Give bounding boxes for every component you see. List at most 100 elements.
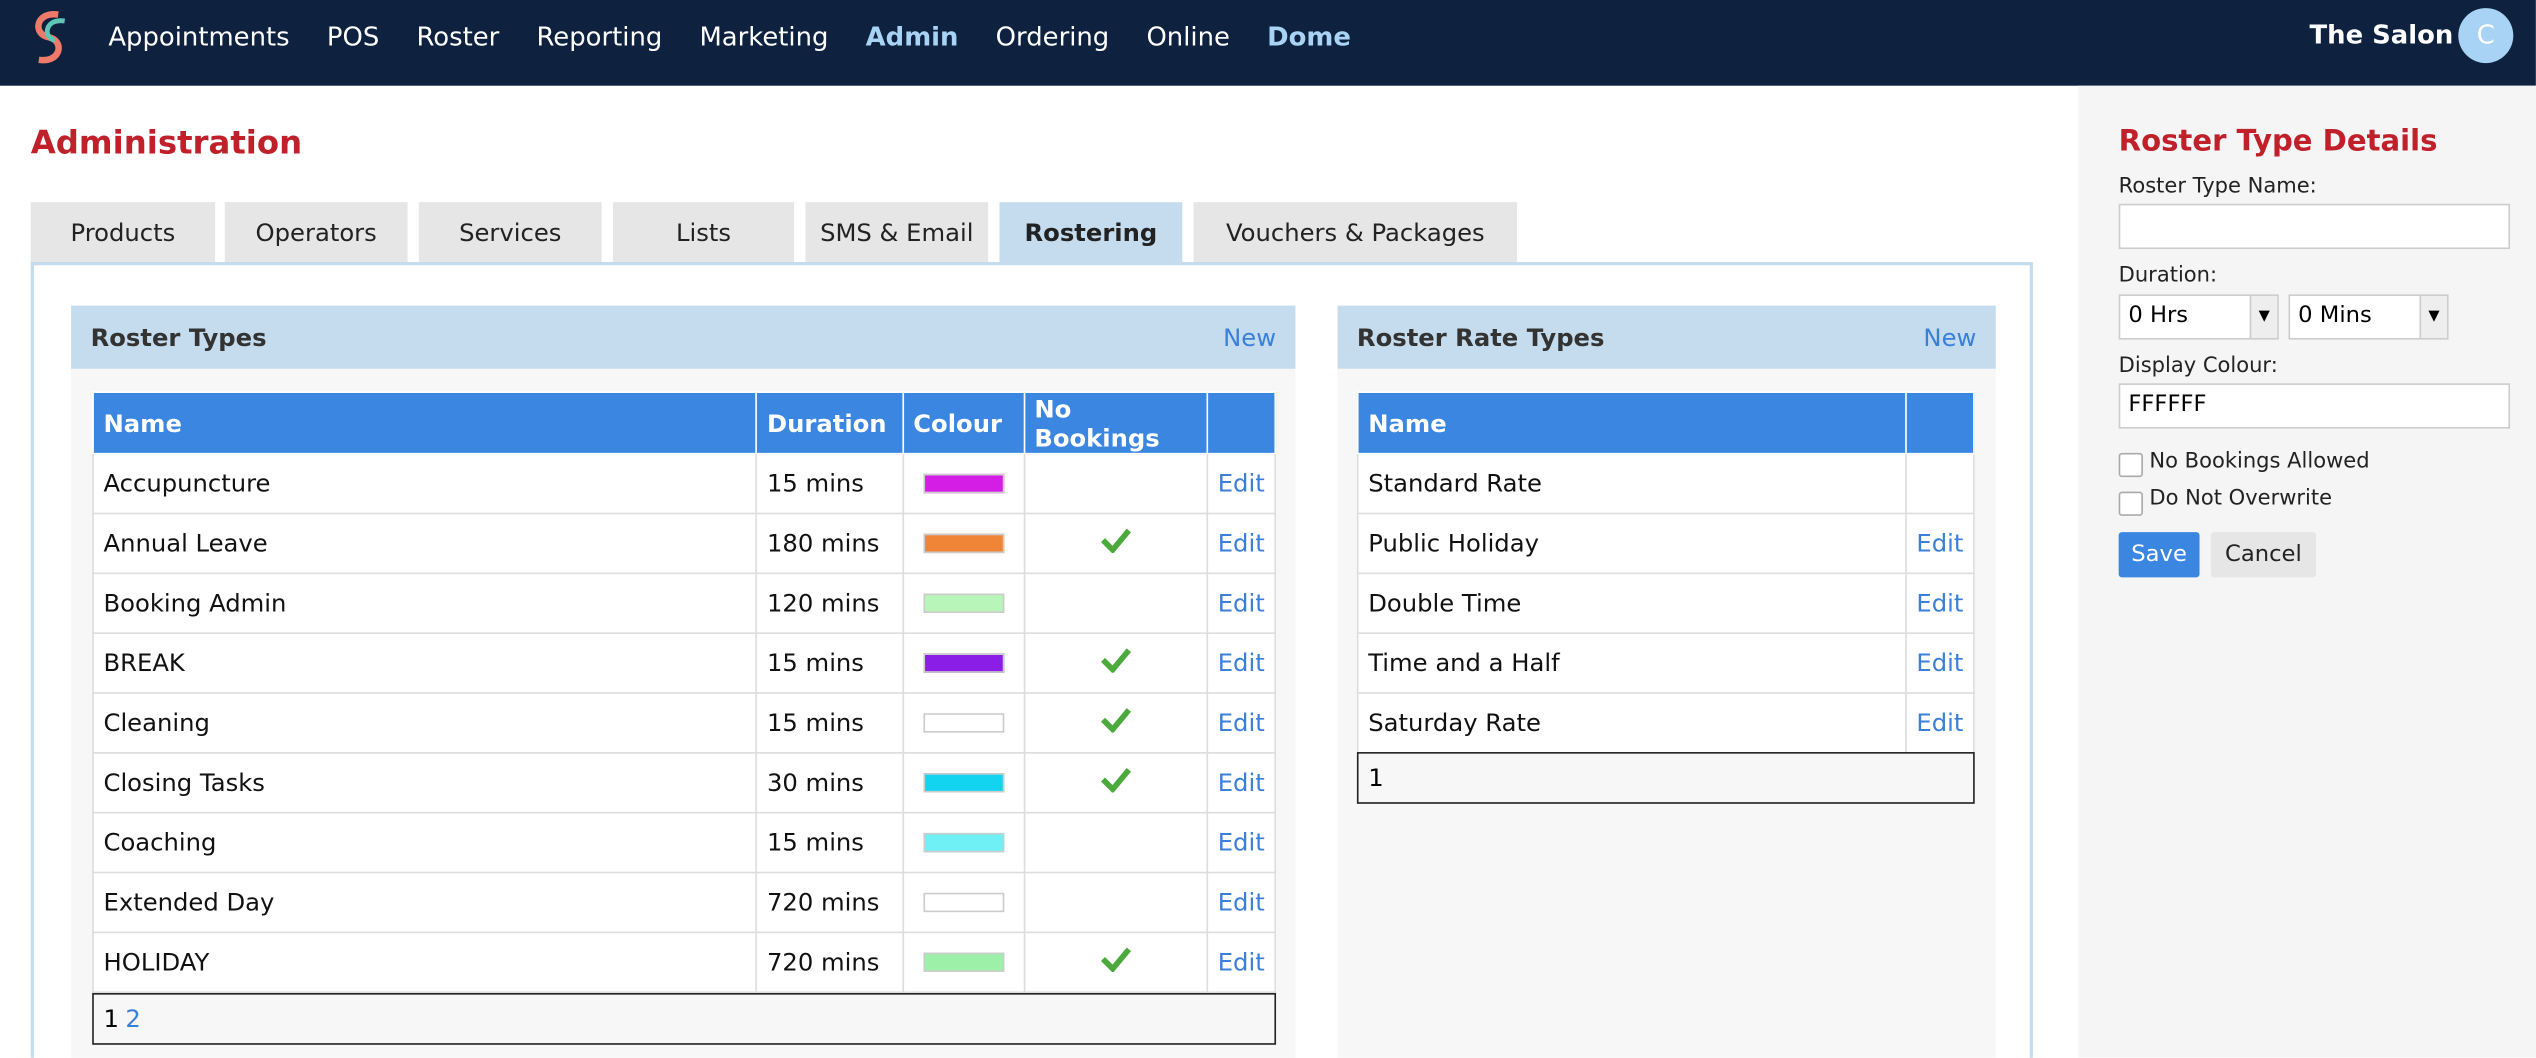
name-cell: Coaching xyxy=(92,811,758,874)
edit-link[interactable]: Edit xyxy=(1206,632,1277,694)
edit-link[interactable]: Edit xyxy=(1905,512,1975,575)
panel-title: Roster Types xyxy=(90,322,267,352)
page-link: 1 xyxy=(103,1004,119,1034)
header-row: Name Duration Colour No Bookings xyxy=(92,391,1277,455)
select-value: 0 Hrs xyxy=(2128,302,2189,329)
tab[interactable]: Products xyxy=(30,202,216,263)
edit-link[interactable]: Edit xyxy=(1905,572,1975,634)
edit-link[interactable]: Edit xyxy=(1206,871,1277,934)
colour-cell xyxy=(901,452,1025,515)
colour-cell xyxy=(901,931,1025,994)
column-header: Duration xyxy=(755,391,904,455)
no-bookings-cell xyxy=(1023,512,1209,575)
name-cell: Booking Admin xyxy=(92,572,758,634)
colour-swatch xyxy=(922,533,1004,554)
checkbox[interactable] xyxy=(2118,452,2143,478)
avatar[interactable]: C xyxy=(2458,8,2514,64)
colour-swatch xyxy=(922,713,1004,733)
name-cell: Public Holiday xyxy=(1356,512,1907,575)
rate-types-table: Name Standard Rate Public Holiday Edit Doubl… xyxy=(1356,391,1975,754)
no-bookings-cell xyxy=(1023,632,1209,694)
name-cell: Annual Leave xyxy=(92,512,758,575)
nav-item[interactable]: Admin xyxy=(865,20,959,51)
panel-title: Roster Rate Types xyxy=(1356,322,1605,352)
duration-cell: 180 mins xyxy=(755,512,904,575)
page-link: 1 xyxy=(1368,763,1384,793)
new-link[interactable]: New xyxy=(1223,322,1277,352)
nav-item[interactable]: Ordering xyxy=(995,20,1110,51)
nav-item[interactable]: Roster xyxy=(416,20,500,51)
row: Extended Day 720 mins Edit xyxy=(92,871,1277,934)
colour-swatch xyxy=(922,593,1004,613)
nav-item[interactable]: Dome xyxy=(1267,20,1351,51)
checkbox-label: Do Not Overwrite xyxy=(2149,486,2333,512)
colour-cell xyxy=(901,632,1025,694)
minutes-select[interactable]: 0 Mins ▼ xyxy=(2288,294,2449,340)
pager: 1 xyxy=(1356,752,1975,804)
cancel-button[interactable]: Cancel xyxy=(2210,532,2316,578)
row: BREAK 15 mins Edit xyxy=(92,632,1277,694)
no-bookings-cell xyxy=(1023,811,1209,874)
nav-bar: Appointments POS Roster Reporting Marketing A… xyxy=(0,0,2536,86)
tab[interactable]: Lists xyxy=(612,202,795,263)
name-cell: Extended Day xyxy=(92,871,758,934)
rate-types-panel: Roster Rate Types New Name Standard Rate Pu… xyxy=(1337,305,1996,1058)
tab[interactable]: Rostering xyxy=(999,202,1183,263)
name-input[interactable] xyxy=(2118,203,2511,250)
logo[interactable] xyxy=(23,5,78,70)
edit-link[interactable]: Edit xyxy=(1206,811,1277,874)
nav-item[interactable]: Appointments xyxy=(108,20,290,51)
new-link[interactable]: New xyxy=(1923,322,1977,352)
page-link[interactable]: 2 xyxy=(125,1004,141,1034)
row: Accupuncture 15 mins Edit xyxy=(92,452,1277,515)
edit-link[interactable]: Edit xyxy=(1206,512,1277,575)
label: Duration: xyxy=(2118,263,2218,288)
nav-item[interactable]: Reporting xyxy=(536,20,663,51)
details-title: Roster Type Details xyxy=(2118,124,2438,159)
roster-types-panel: Roster Types New Name Duration Colour No Boo… xyxy=(71,305,1296,1058)
nav-item[interactable]: Online xyxy=(1146,20,1230,51)
row: Annual Leave 180 mins Edit xyxy=(92,512,1277,575)
row: Public Holiday Edit xyxy=(1356,512,1975,575)
name-cell: Closing Tasks xyxy=(92,752,758,814)
edit-link[interactable]: Edit xyxy=(1206,931,1277,994)
no-bookings-cell xyxy=(1023,931,1209,994)
edit-link[interactable]: Edit xyxy=(1206,452,1277,515)
tab[interactable]: Operators xyxy=(224,202,408,263)
details-panel: Roster Type Details Roster Type Name: Du… xyxy=(2078,85,2536,1058)
name-cell: Time and a Half xyxy=(1356,632,1907,694)
no-bookings-cell xyxy=(1023,871,1209,934)
hours-select[interactable]: 0 Hrs ▼ xyxy=(2118,294,2279,340)
label: Display Colour: xyxy=(2118,354,2278,379)
duration-cell: 720 mins xyxy=(755,931,904,994)
edit-link[interactable]: Edit xyxy=(1206,752,1277,814)
salon-name[interactable]: The Salon xyxy=(2309,19,2454,51)
edit-link[interactable]: Edit xyxy=(1905,632,1975,694)
nav-menu: Appointments POS Roster Reporting Marketing A… xyxy=(108,0,1351,71)
tab[interactable]: Vouchers & Packages xyxy=(1193,202,1518,263)
nav-item[interactable]: POS xyxy=(326,20,380,51)
colour-swatch xyxy=(922,473,1004,494)
no-bookings-cell xyxy=(1023,752,1209,814)
panel-header: Roster Rate Types New xyxy=(1337,305,1996,369)
name-cell: Saturday Rate xyxy=(1356,692,1907,754)
colour-input[interactable]: FFFFFF xyxy=(2118,383,2511,429)
edit-link[interactable]: Edit xyxy=(1206,572,1277,634)
column-header: No Bookings xyxy=(1023,391,1209,455)
no-bookings-cell xyxy=(1023,572,1209,634)
edit-link[interactable]: Edit xyxy=(1905,692,1975,754)
row: Saturday Rate Edit xyxy=(1356,692,1975,754)
edit-link[interactable]: Edit xyxy=(1206,692,1277,754)
no-bookings-cell xyxy=(1023,452,1209,515)
nav-item[interactable]: Marketing xyxy=(699,20,829,51)
tab[interactable]: Services xyxy=(418,202,602,263)
select-value: 0 Mins xyxy=(2298,302,2372,329)
tab[interactable]: SMS & Email xyxy=(805,202,989,263)
checkbox-label: No Bookings Allowed xyxy=(2149,449,2370,474)
save-button[interactable]: Save xyxy=(2118,532,2200,578)
colour-swatch xyxy=(922,952,1004,972)
checkbox[interactable] xyxy=(2118,491,2143,516)
